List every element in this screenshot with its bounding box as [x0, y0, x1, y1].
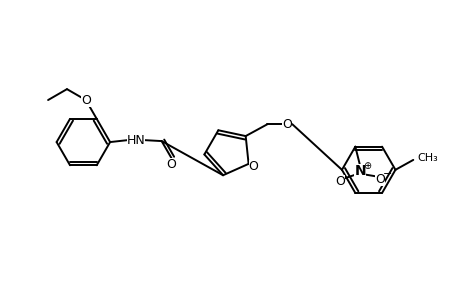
Text: O: O	[335, 175, 345, 188]
Text: O: O	[166, 158, 176, 171]
Text: CH₃: CH₃	[416, 153, 437, 163]
Text: O: O	[81, 94, 90, 106]
Text: ⊕: ⊕	[362, 161, 370, 172]
Text: O: O	[282, 118, 291, 131]
Text: HN: HN	[126, 134, 145, 147]
Text: N: N	[354, 164, 365, 178]
Text: −: −	[382, 169, 392, 179]
Text: O: O	[248, 160, 258, 173]
Text: O: O	[375, 173, 384, 186]
